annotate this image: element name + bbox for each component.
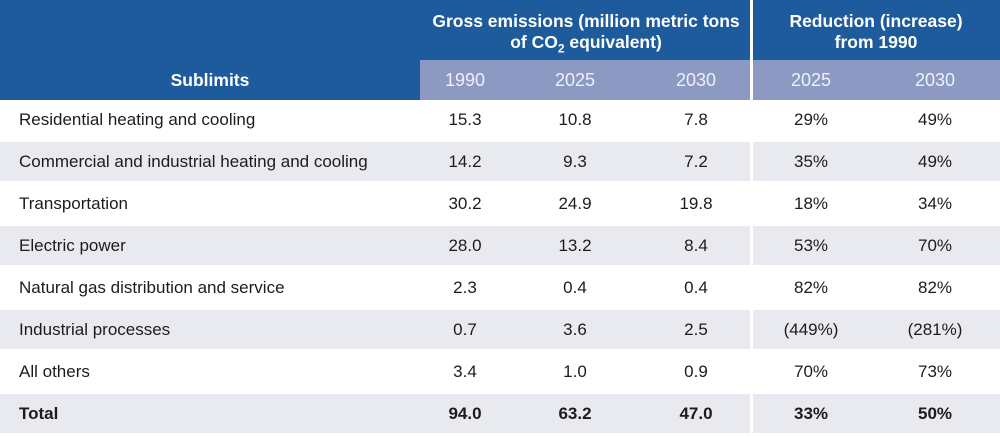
co2-subscript: 2: [557, 41, 565, 56]
cell-2025-reduction: 70%: [793, 361, 829, 381]
cell-2030-reduction: 82%: [917, 277, 953, 297]
cell-1990: 30.2: [448, 193, 482, 213]
group-header-reduction: Reduction (increase) from 1990: [752, 0, 1000, 60]
cell-2025-gross: 1.0: [563, 361, 587, 381]
cell-2025-reduction: 33%: [793, 403, 829, 423]
group1-line1: Gross emissions (million metric tons: [432, 11, 740, 31]
cell-2025-gross: 24.9: [558, 193, 592, 213]
sublimits-label: Sublimits: [170, 69, 250, 90]
cell-2030-reduction: (281%): [907, 319, 963, 339]
sublimits-header-cell: Sublimits: [0, 60, 420, 100]
cell-1990: 14.2: [448, 151, 482, 171]
cell-2030-gross: 47.0: [679, 403, 713, 423]
cell-2030-gross: 8.4: [684, 235, 708, 255]
table-body: Residential heating and cooling 15.3 10.…: [0, 100, 1000, 437]
column-group-divider: [750, 0, 753, 437]
cell-2025-reduction: 35%: [793, 151, 829, 171]
cell-2030-reduction: 50%: [917, 403, 953, 423]
cell-2025-reduction: 18%: [793, 193, 829, 213]
cell-2030-gross: 7.2: [684, 151, 708, 171]
cell-2025-reduction: 53%: [793, 235, 829, 255]
cell-2030-reduction: 70%: [917, 235, 953, 255]
cell-2025-gross: 10.8: [558, 109, 592, 129]
year-header-2030-reduction: 2030: [914, 69, 956, 90]
group2-line1: Reduction (increase): [789, 11, 963, 31]
cell-1990: 2.3: [453, 277, 477, 297]
row-label: Commercial and industrial heating and co…: [19, 151, 368, 171]
cell-2030-reduction: 49%: [917, 151, 953, 171]
cell-2030-gross: 2.5: [684, 319, 708, 339]
cell-2030-gross: 7.8: [684, 109, 708, 129]
cell-1990: 0.7: [453, 319, 477, 339]
group1-line2: of CO2 equivalent): [510, 32, 662, 56]
cell-1990: 3.4: [453, 361, 477, 381]
table-row: Natural gas distribution and service 2.3…: [0, 268, 1000, 307]
row-label: Residential heating and cooling: [19, 109, 256, 129]
table-row: Industrial processes 0.7 3.6 2.5 (449%) …: [0, 307, 1000, 352]
cell-2025-gross: 9.3: [563, 151, 587, 171]
cell-2025-gross: 0.4: [563, 277, 587, 297]
table-header: Gross emissions (million metric tons of …: [0, 0, 1000, 100]
cell-1990: 28.0: [448, 235, 482, 255]
year-header-1990: 1990: [444, 69, 486, 90]
year-header-2030-gross: 2030: [675, 69, 717, 90]
cell-1990: 94.0: [448, 403, 482, 423]
cell-2030-gross: 0.9: [684, 361, 708, 381]
cell-2025-reduction: 29%: [793, 109, 829, 129]
row-label: Electric power: [19, 235, 126, 255]
cell-2030-reduction: 49%: [917, 109, 953, 129]
year-header-2025-reduction: 2025: [790, 69, 832, 90]
column-group-headers: Gross emissions (million metric tons of …: [420, 0, 1000, 60]
year-header-row: 1990 2025 2030 2025 2030: [420, 60, 1000, 100]
table-row: Residential heating and cooling 15.3 10.…: [0, 100, 1000, 139]
table-row: Electric power 28.0 13.2 8.4 53% 70%: [0, 223, 1000, 268]
cell-2025-gross: 3.6: [563, 319, 587, 339]
cell-2030-reduction: 34%: [917, 193, 953, 213]
cell-2030-reduction: 73%: [917, 361, 953, 381]
cell-1990: 15.3: [448, 109, 482, 129]
table-row: Transportation 30.2 24.9 19.8 18% 34%: [0, 184, 1000, 223]
table-row: Total 94.0 63.2 47.0 33% 50%: [0, 391, 1000, 437]
row-label: Transportation: [19, 193, 128, 213]
row-label: Natural gas distribution and service: [19, 277, 285, 297]
row-label: All others: [19, 361, 90, 381]
group-header-gross-emissions: Gross emissions (million metric tons of …: [420, 0, 752, 60]
group2-line2: from 1990: [834, 32, 918, 52]
row-label: Total: [19, 403, 59, 423]
cell-2025-gross: 13.2: [558, 235, 592, 255]
row-label: Industrial processes: [19, 319, 171, 339]
cell-2030-gross: 0.4: [684, 277, 708, 297]
table-row: Commercial and industrial heating and co…: [0, 139, 1000, 184]
cell-2025-gross: 63.2: [558, 403, 592, 423]
cell-2030-gross: 19.8: [679, 193, 713, 213]
year-header-2025-gross: 2025: [554, 69, 596, 90]
table-row: All others 3.4 1.0 0.9 70% 73%: [0, 352, 1000, 391]
cell-2025-reduction: (449%): [783, 319, 839, 339]
cell-2025-reduction: 82%: [793, 277, 829, 297]
